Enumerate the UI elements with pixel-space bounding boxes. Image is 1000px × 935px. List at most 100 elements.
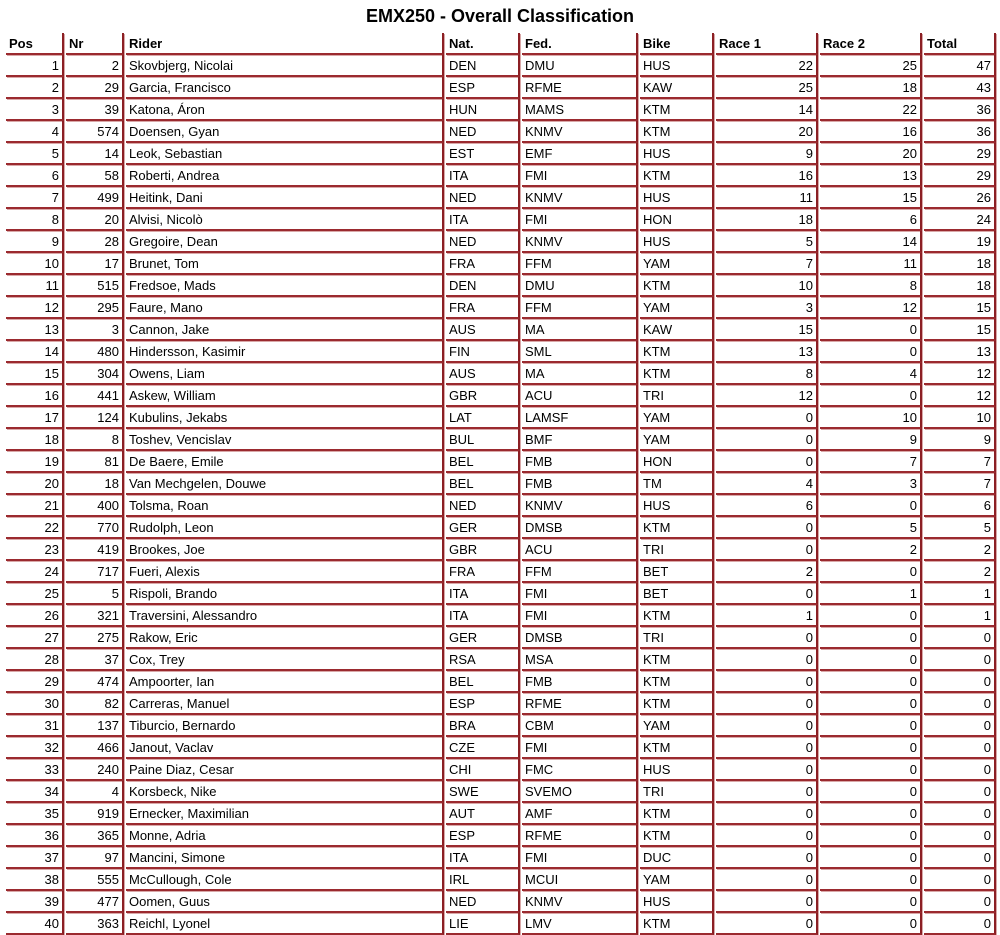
- cell-nr: 137: [66, 715, 124, 737]
- cell-nr: 441: [66, 385, 124, 407]
- cell-bike: KTM: [640, 913, 714, 935]
- cell-race2: 0: [820, 891, 922, 913]
- cell-fed: MAMS: [522, 99, 638, 121]
- cell-rider: Reichl, Lyonel: [126, 913, 444, 935]
- cell-rider: Skovbjerg, Nicolai: [126, 55, 444, 77]
- cell-total: 0: [924, 737, 996, 759]
- cell-pos: 9: [6, 231, 64, 253]
- cell-pos: 11: [6, 275, 64, 297]
- cell-fed: KNMV: [522, 231, 638, 253]
- cell-rider: Toshev, Vencislav: [126, 429, 444, 451]
- cell-race1: 4: [716, 473, 818, 495]
- cell-total: 0: [924, 693, 996, 715]
- cell-nat: AUS: [446, 319, 520, 341]
- cell-bike: KTM: [640, 825, 714, 847]
- table-row: 13 3 Cannon, Jake AUS MA KAW 15 0 15: [6, 319, 996, 341]
- cell-pos: 34: [6, 781, 64, 803]
- cell-nat: CHI: [446, 759, 520, 781]
- cell-race2: 0: [820, 847, 922, 869]
- table-row: 34 4 Korsbeck, Nike SWE SVEMO TRI 0 0 0: [6, 781, 996, 803]
- cell-bike: HUS: [640, 231, 714, 253]
- cell-bike: HON: [640, 451, 714, 473]
- cell-race2: 12: [820, 297, 922, 319]
- cell-bike: DUC: [640, 847, 714, 869]
- cell-race2: 9: [820, 429, 922, 451]
- cell-nat: NED: [446, 495, 520, 517]
- col-header-race1: Race 1: [716, 33, 818, 55]
- cell-rider: Faure, Mano: [126, 297, 444, 319]
- cell-rider: Kubulins, Jekabs: [126, 407, 444, 429]
- cell-total: 0: [924, 649, 996, 671]
- cell-race1: 9: [716, 143, 818, 165]
- cell-nat: FIN: [446, 341, 520, 363]
- cell-nat: DEN: [446, 275, 520, 297]
- cell-pos: 24: [6, 561, 64, 583]
- cell-nr: 20: [66, 209, 124, 231]
- cell-bike: YAM: [640, 429, 714, 451]
- cell-pos: 14: [6, 341, 64, 363]
- cell-rider: Hindersson, Kasimir: [126, 341, 444, 363]
- cell-fed: MCUI: [522, 869, 638, 891]
- cell-race2: 8: [820, 275, 922, 297]
- cell-rider: Tiburcio, Bernardo: [126, 715, 444, 737]
- cell-race1: 0: [716, 451, 818, 473]
- cell-nat: FRA: [446, 297, 520, 319]
- cell-bike: BET: [640, 583, 714, 605]
- cell-race2: 0: [820, 913, 922, 935]
- table-row: 12 295 Faure, Mano FRA FFM YAM 3 12 15: [6, 297, 996, 319]
- cell-fed: SVEMO: [522, 781, 638, 803]
- cell-race2: 4: [820, 363, 922, 385]
- cell-total: 12: [924, 385, 996, 407]
- cell-nat: ESP: [446, 77, 520, 99]
- cell-nat: LIE: [446, 913, 520, 935]
- cell-fed: FMC: [522, 759, 638, 781]
- cell-total: 36: [924, 121, 996, 143]
- table-row: 36 365 Monne, Adria ESP RFME KTM 0 0 0: [6, 825, 996, 847]
- cell-race1: 0: [716, 759, 818, 781]
- cell-bike: TRI: [640, 539, 714, 561]
- cell-race2: 1: [820, 583, 922, 605]
- cell-total: 2: [924, 561, 996, 583]
- cell-nr: 17: [66, 253, 124, 275]
- cell-total: 1: [924, 583, 996, 605]
- cell-race1: 0: [716, 891, 818, 913]
- cell-total: 18: [924, 253, 996, 275]
- table-row: 33 240 Paine Diaz, Cesar CHI FMC HUS 0 0 0: [6, 759, 996, 781]
- cell-race1: 10: [716, 275, 818, 297]
- cell-race2: 16: [820, 121, 922, 143]
- cell-nr: 8: [66, 429, 124, 451]
- cell-fed: DMSB: [522, 517, 638, 539]
- cell-rider: Janout, Vaclav: [126, 737, 444, 759]
- cell-fed: BMF: [522, 429, 638, 451]
- cell-nat: CZE: [446, 737, 520, 759]
- cell-pos: 3: [6, 99, 64, 121]
- cell-race1: 7: [716, 253, 818, 275]
- cell-nat: SWE: [446, 781, 520, 803]
- table-row: 2 29 Garcia, Francisco ESP RFME KAW 25 18 43: [6, 77, 996, 99]
- cell-race2: 0: [820, 737, 922, 759]
- cell-nat: GER: [446, 627, 520, 649]
- cell-rider: Monne, Adria: [126, 825, 444, 847]
- cell-total: 7: [924, 473, 996, 495]
- cell-nr: 124: [66, 407, 124, 429]
- cell-fed: AMF: [522, 803, 638, 825]
- cell-rider: Tolsma, Roan: [126, 495, 444, 517]
- table-row: 9 28 Gregoire, Dean NED KNMV HUS 5 14 19: [6, 231, 996, 253]
- cell-pos: 12: [6, 297, 64, 319]
- cell-pos: 31: [6, 715, 64, 737]
- cell-race2: 0: [820, 385, 922, 407]
- cell-fed: ACU: [522, 539, 638, 561]
- cell-bike: KTM: [640, 341, 714, 363]
- cell-total: 0: [924, 913, 996, 935]
- cell-race1: 3: [716, 297, 818, 319]
- cell-pos: 18: [6, 429, 64, 451]
- cell-nat: ESP: [446, 825, 520, 847]
- cell-race1: 0: [716, 407, 818, 429]
- cell-race2: 0: [820, 869, 922, 891]
- cell-bike: KTM: [640, 165, 714, 187]
- cell-race1: 0: [716, 539, 818, 561]
- cell-race1: 0: [716, 649, 818, 671]
- cell-nr: 97: [66, 847, 124, 869]
- cell-total: 13: [924, 341, 996, 363]
- cell-bike: KTM: [640, 275, 714, 297]
